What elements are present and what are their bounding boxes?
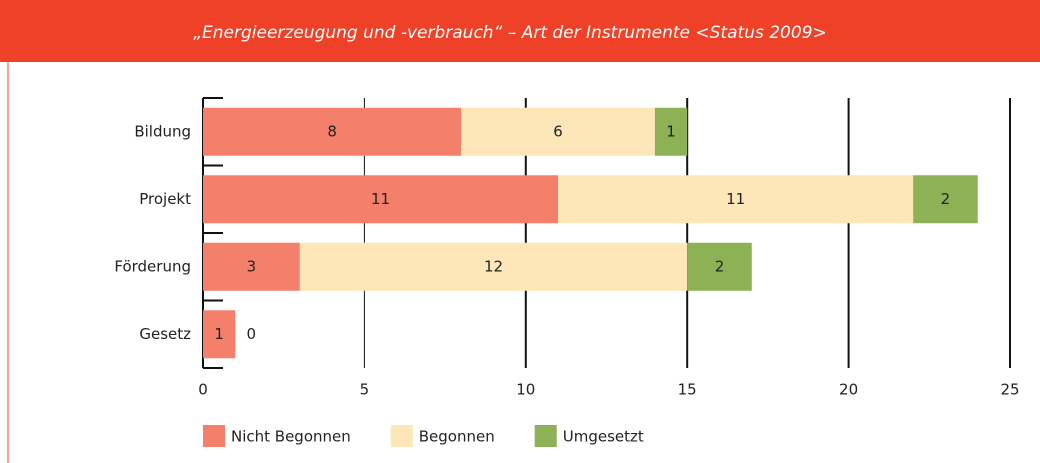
x-tick-label: 10 — [516, 381, 535, 399]
bar-segment — [913, 175, 978, 224]
bar-segment — [203, 175, 559, 224]
value-label: 1 — [214, 325, 224, 343]
bar-segment — [299, 242, 688, 291]
value-label: 1 — [666, 122, 676, 140]
value-label: 6 — [553, 122, 563, 140]
y-tick-label: Bildung — [134, 122, 191, 140]
x-tick-label: 15 — [678, 381, 697, 399]
legend-swatch — [390, 425, 413, 447]
value-label: 12 — [484, 257, 503, 275]
x-tick-label: 5 — [360, 381, 370, 399]
y-tick-label: Förderung — [114, 257, 191, 275]
legend-label: Umgesetzt — [563, 428, 644, 446]
y-tick-label: Gesetz — [139, 325, 191, 343]
value-label: 2 — [715, 257, 725, 275]
bar-segment — [558, 175, 914, 224]
value-label: 2 — [941, 190, 951, 208]
bar-segment — [461, 107, 655, 156]
value-label: 8 — [327, 122, 337, 140]
value-label: 11 — [371, 190, 390, 208]
bar-segment — [687, 242, 752, 291]
x-tick-label: 25 — [1000, 381, 1019, 399]
bar-segment — [203, 310, 236, 359]
x-tick-label: 20 — [839, 381, 858, 399]
bar-segment — [203, 107, 462, 156]
legend-label: Begonnen — [419, 428, 495, 446]
value-label: 0 — [247, 325, 257, 343]
bar-segment — [654, 107, 688, 156]
value-label: 3 — [247, 257, 257, 275]
chart-title: „Energieerzeugung und -verbrauch“ – Art … — [193, 23, 827, 43]
legend-swatch — [203, 425, 225, 447]
header-band — [0, 0, 1040, 62]
x-tick-label: 0 — [198, 381, 208, 399]
legend-swatch — [534, 425, 557, 447]
value-label: 11 — [726, 190, 745, 208]
bar-segment — [203, 242, 300, 291]
legend-label: Nicht Begonnen — [231, 428, 351, 446]
y-tick-label: Projekt — [139, 190, 191, 208]
